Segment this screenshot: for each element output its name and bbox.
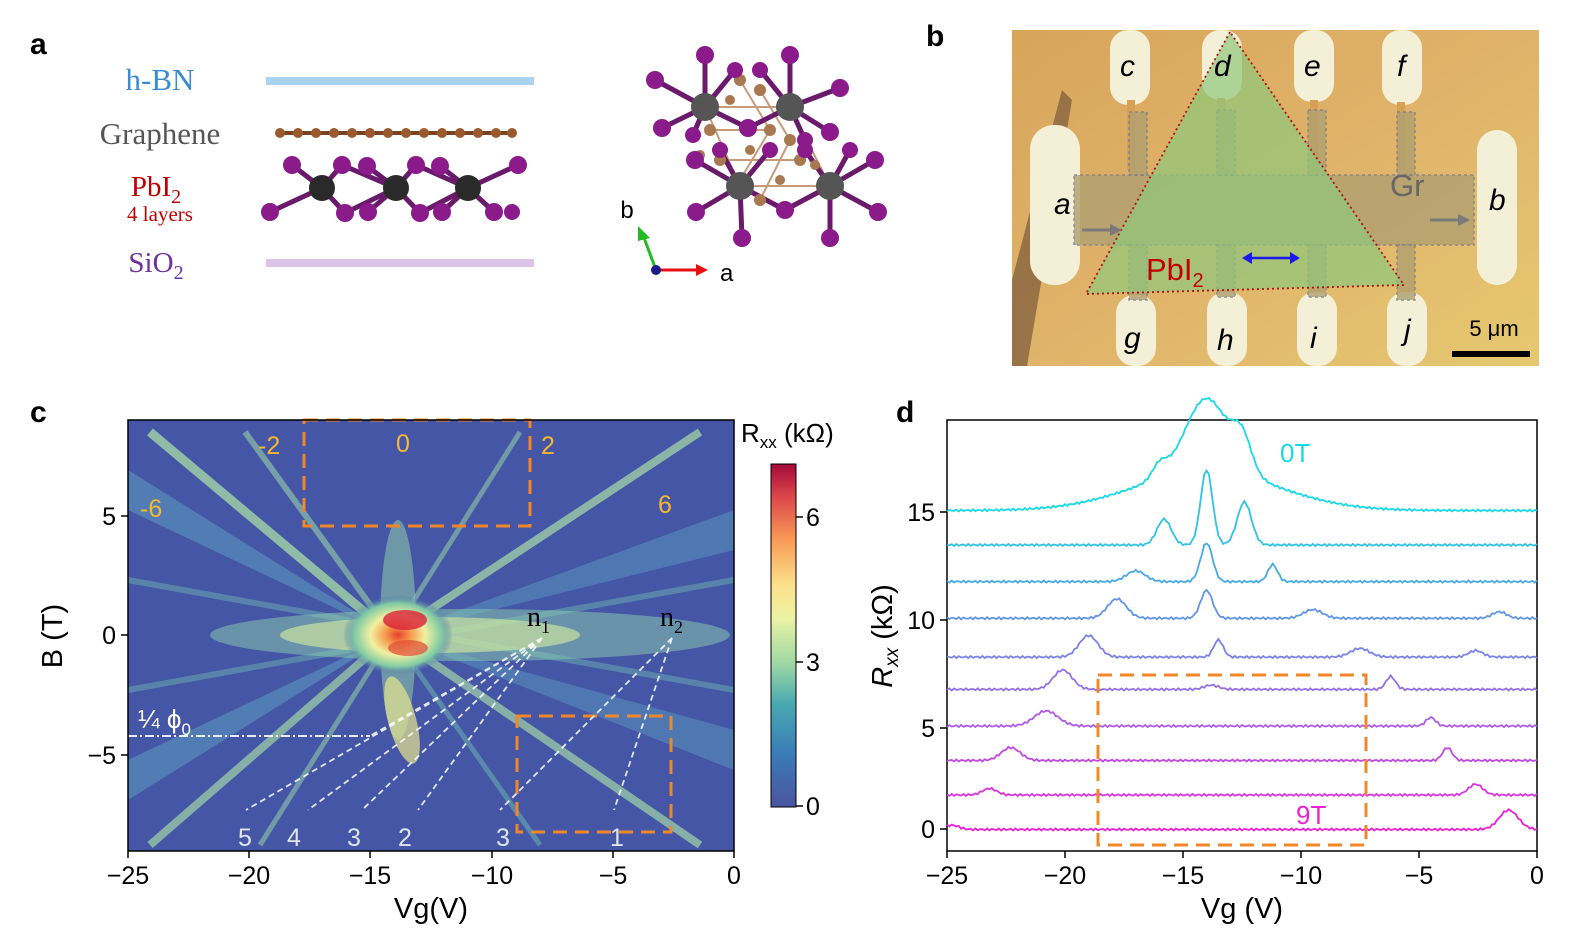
- filling-label-0: 0: [396, 430, 410, 458]
- d-xtick-label: −20: [1044, 862, 1086, 890]
- contact-label-g: g: [1124, 322, 1141, 355]
- d-xtick-label: −25: [926, 862, 968, 890]
- quarter-flux-label: ¼ ϕ0: [138, 704, 191, 739]
- rxx-trace: [946, 808, 1538, 832]
- d-xtick-label: −5: [1405, 862, 1434, 890]
- panel-a-schematic: h-BN Graphene PbI2 4 layers SiO2: [100, 46, 887, 287]
- fan-label-2: 2: [398, 824, 412, 852]
- contact-label-i: i: [1310, 322, 1318, 355]
- scale-bar: [1452, 351, 1530, 357]
- layer-count-label: 4 layers: [127, 202, 193, 226]
- rxx-trace: [946, 709, 1538, 729]
- colorbar-label: Rxx (kΩ): [741, 418, 834, 452]
- filling-label-2: 2: [541, 432, 555, 460]
- point-label-n2: n2: [660, 602, 683, 637]
- d-xaxis-label: Vg (V): [1201, 893, 1283, 925]
- c-xtick-label: −5: [599, 862, 628, 890]
- contact-label-e: e: [1304, 50, 1321, 83]
- filling-label-minus2: -2: [258, 432, 280, 460]
- d-ytick-label: 15: [907, 499, 935, 527]
- rxx-trace: [946, 588, 1538, 621]
- c-ytick-label: −5: [87, 742, 116, 770]
- layer-label-pbi2: PbI2: [131, 171, 181, 208]
- rxx-trace: [946, 783, 1538, 798]
- c-xticks: [127, 851, 735, 858]
- c-xtick-label: −20: [228, 862, 270, 890]
- rxx-trace: [946, 668, 1538, 692]
- graphene-label: Gr: [1390, 168, 1424, 203]
- panel-d-linechart: 0T 9T −25 −20 −15 −10 −5 0 15 10 5 0 Vg …: [867, 396, 1544, 925]
- fan-label-3b: 3: [496, 824, 510, 852]
- c-xtick-label: −10: [471, 862, 513, 890]
- rxx-trace: [946, 542, 1538, 584]
- panel-c-heatmap: -6 -2 0 2 6 ¼ ϕ0 n1 n2 5 4 3 2 3 1 −25 −…: [37, 418, 834, 925]
- graphene-layer: [275, 128, 517, 138]
- d-xticks: [946, 851, 1538, 858]
- fan-lines-n1: [245, 637, 543, 811]
- filling-label-minus6: -6: [140, 495, 162, 523]
- fan-label-3a: 3: [347, 824, 361, 852]
- contact-label-b: b: [1489, 184, 1506, 217]
- rxx-trace: [946, 396, 1538, 513]
- contact-label-c: c: [1120, 50, 1135, 83]
- c-xtick-label: −25: [107, 862, 149, 890]
- c-xaxis-label: Vg(V): [394, 893, 468, 925]
- d-xtick-label: 0: [1530, 862, 1544, 890]
- fan-label-1: 1: [610, 824, 624, 852]
- hbn-layer: [266, 77, 534, 85]
- d-ytick-label: 5: [921, 715, 935, 743]
- panel-b-optical-image: a b c d e f g h i j Gr PbI2 5 μm: [1012, 30, 1539, 366]
- lattice-axes: [638, 226, 708, 276]
- crystal-top-view: [646, 46, 887, 247]
- panel-label-b: b: [926, 20, 945, 53]
- layer-label-graphene: Graphene: [100, 116, 221, 151]
- rxx-traces: [946, 396, 1538, 832]
- highlight-box-d: [1096, 673, 1368, 847]
- d-yticks: [940, 511, 947, 830]
- contact-label-d: d: [1214, 50, 1232, 83]
- c-yaxis-label: B (T): [37, 604, 69, 668]
- d-yaxis-label: Rxx (kΩ): [867, 584, 903, 688]
- colorbar-tick: 0: [806, 793, 820, 821]
- d-xtick-label: −10: [1280, 862, 1322, 890]
- pbi2-layer-side: [261, 156, 527, 222]
- panel-label-a: a: [30, 28, 47, 61]
- c-yticks: [121, 515, 128, 756]
- filling-label-6: 6: [658, 491, 672, 519]
- c-xtick-label: −15: [349, 862, 391, 890]
- rxx-trace: [946, 745, 1538, 763]
- contact-label-a: a: [1054, 188, 1071, 221]
- pbi2-flake: [1086, 32, 1404, 294]
- panel-label-c: c: [30, 396, 47, 429]
- d-xtick-label: −15: [1162, 862, 1204, 890]
- fan-label-4: 4: [287, 824, 301, 852]
- heatmap-features: [128, 428, 734, 849]
- colorbar-tick: 3: [806, 649, 820, 677]
- contact-label-h: h: [1217, 324, 1234, 357]
- axis-b-label: b: [620, 197, 633, 224]
- c-ytick-label: 0: [102, 622, 116, 650]
- d-ytick-label: 0: [921, 816, 935, 844]
- panel-label-d: d: [896, 396, 915, 429]
- label-9T: 9T: [1296, 800, 1326, 830]
- point-label-n1: n1: [527, 602, 550, 637]
- layer-label-hbn: h-BN: [126, 62, 195, 97]
- sio2-layer: [266, 259, 534, 267]
- label-0T: 0T: [1280, 438, 1310, 468]
- c-ytick-label: 5: [102, 503, 116, 531]
- rxx-trace: [946, 634, 1538, 660]
- axis-a-label: a: [720, 260, 734, 287]
- contact-label-f: f: [1397, 50, 1408, 83]
- fan-label-5: 5: [238, 824, 252, 852]
- d-ytick-label: 10: [907, 607, 935, 635]
- colorbar: [770, 463, 797, 808]
- rxx-trace: [946, 468, 1538, 548]
- pbi2-label: PbI2: [1146, 252, 1204, 292]
- c-xtick-label: 0: [727, 862, 741, 890]
- layer-label-sio2: SiO2: [128, 247, 183, 284]
- fan-lines-n2: [499, 637, 673, 811]
- scale-bar-label: 5 μm: [1469, 316, 1518, 341]
- colorbar-tick: 6: [806, 504, 820, 532]
